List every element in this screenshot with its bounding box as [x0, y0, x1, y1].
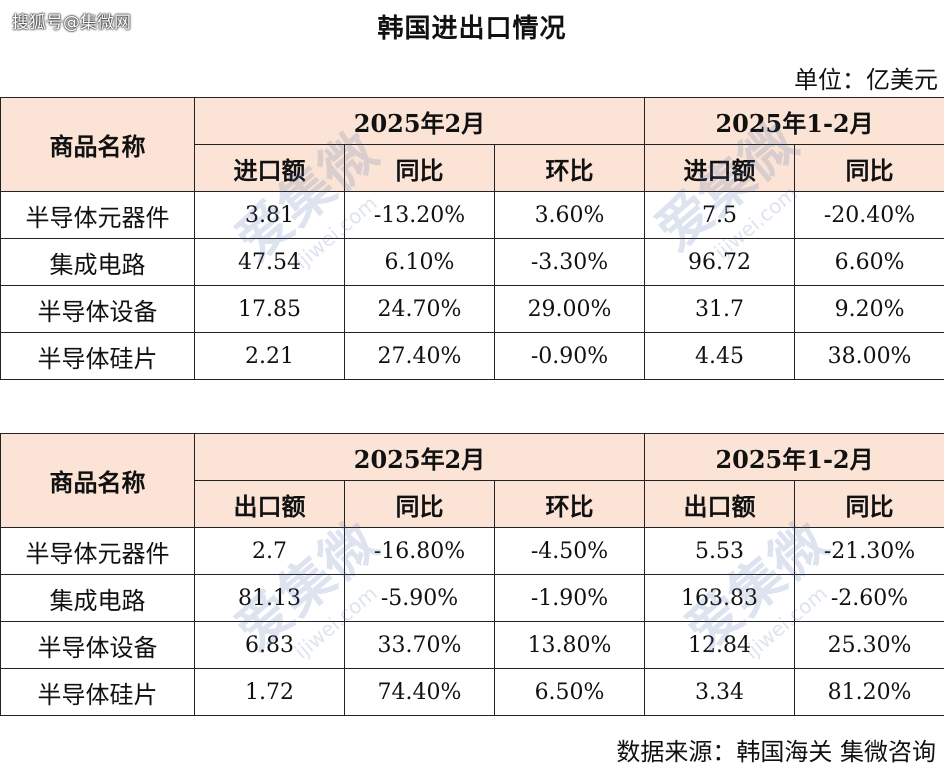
- table-cell: 74.40%: [344, 668, 495, 716]
- row-name: 半导体设备: [0, 621, 195, 669]
- period-header: 2025年2月: [193, 97, 646, 145]
- row-name: 集成电路: [0, 574, 195, 622]
- table-cell: 96.72: [644, 238, 796, 286]
- table-cell: 47.54: [194, 238, 345, 286]
- source-watermark: 搜狐号@集微网: [12, 13, 131, 33]
- column-header: 出口额: [644, 480, 796, 528]
- column-header: 进口额: [194, 144, 345, 192]
- name-header: 商品名称: [0, 433, 195, 528]
- table-cell: -21.30%: [794, 527, 944, 575]
- table-cell: 13.80%: [493, 621, 646, 669]
- table-cell: 6.83: [194, 621, 345, 669]
- export-table: 商品名称 2025年2月 2025年1-2月 出口额 同比 环比 出口额 同比 …: [0, 433, 944, 716]
- table-cell: -16.80%: [344, 527, 495, 575]
- table-cell: 17.85: [194, 285, 345, 333]
- column-header: 环比: [493, 480, 646, 528]
- table-cell: -4.50%: [493, 527, 646, 575]
- header-row-periods: 商品名称 2025年2月 2025年1-2月: [0, 97, 944, 192]
- table-cell: 31.7: [644, 285, 796, 333]
- table-cell: 6.50%: [493, 668, 646, 716]
- column-header: 同比: [794, 480, 944, 528]
- table-cell: 38.00%: [794, 332, 944, 380]
- table-cell: 25.30%: [794, 621, 944, 669]
- table-cell: -3.30%: [493, 238, 646, 286]
- table-cell: 5.53: [644, 527, 796, 575]
- table-cell: -5.90%: [344, 574, 495, 622]
- table-cell: 4.45: [644, 332, 796, 380]
- header-row-columns: 进口额 同比 环比 进口额 同比: [1, 144, 944, 192]
- period-header: 2025年1-2月: [644, 433, 944, 481]
- table-cell: -1.90%: [493, 574, 646, 622]
- data-source-note: 数据来源：韩国海关 集微咨询: [616, 738, 936, 766]
- column-header: 同比: [344, 480, 495, 528]
- table-cell: 9.20%: [794, 285, 944, 333]
- table-cell: 2.7: [194, 527, 345, 575]
- table-cell: -20.40%: [794, 191, 944, 239]
- column-header: 环比: [493, 144, 646, 192]
- table-row: 集成电路 47.54 6.10% -3.30% 96.72 6.60%: [0, 238, 944, 286]
- table-cell: 24.70%: [344, 285, 495, 333]
- table-row: 半导体元器件 2.7 -16.80% -4.50% 5.53 -21.30%: [0, 527, 944, 575]
- header-row-columns: 出口额 同比 环比 出口额 同比: [1, 480, 944, 528]
- column-header: 进口额: [644, 144, 796, 192]
- table-row: 半导体设备 17.85 24.70% 29.00% 31.7 9.20%: [0, 285, 944, 333]
- table-cell: 29.00%: [493, 285, 646, 333]
- table-cell: 1.72: [194, 668, 345, 716]
- row-name: 半导体硅片: [0, 668, 195, 716]
- column-header: 同比: [794, 144, 944, 192]
- period-header: 2025年1-2月: [644, 97, 944, 145]
- table-cell: 3.81: [194, 191, 345, 239]
- table-cell: 2.21: [194, 332, 345, 380]
- name-header: 商品名称: [0, 97, 195, 192]
- table-row: 半导体硅片 2.21 27.40% -0.90% 4.45 38.00%: [0, 332, 944, 380]
- table-cell: 163.83: [644, 574, 796, 622]
- table-cell: 6.10%: [344, 238, 495, 286]
- import-table: 商品名称 2025年2月 2025年1-2月 进口额 同比 环比 进口额 同比 …: [0, 97, 944, 380]
- table-cell: -0.90%: [493, 332, 646, 380]
- table-row: 半导体硅片 1.72 74.40% 6.50% 3.34 81.20%: [0, 668, 944, 716]
- table-cell: 3.34: [644, 668, 796, 716]
- column-header: 出口额: [194, 480, 345, 528]
- table-cell: -2.60%: [794, 574, 944, 622]
- row-name: 半导体元器件: [0, 527, 195, 575]
- table-cell: 3.60%: [493, 191, 646, 239]
- row-name: 半导体元器件: [0, 191, 195, 239]
- table-cell: 81.20%: [794, 668, 944, 716]
- table-cell: 12.84: [644, 621, 796, 669]
- row-name: 半导体硅片: [0, 332, 195, 380]
- page-title: 韩国进出口情况: [377, 14, 567, 44]
- table-cell: 81.13: [194, 574, 345, 622]
- table-row: 集成电路 81.13 -5.90% -1.90% 163.83 -2.60%: [0, 574, 944, 622]
- table-cell: 6.60%: [794, 238, 944, 286]
- table-row: 半导体元器件 3.81 -13.20% 3.60% 7.5 -20.40%: [0, 191, 944, 239]
- period-header: 2025年2月: [193, 433, 646, 481]
- table-cell: -13.20%: [344, 191, 495, 239]
- column-header: 同比: [344, 144, 495, 192]
- table-row: 半导体设备 6.83 33.70% 13.80% 12.84 25.30%: [0, 621, 944, 669]
- header-row-periods: 商品名称 2025年2月 2025年1-2月: [0, 433, 944, 528]
- row-name: 半导体设备: [0, 285, 195, 333]
- unit-label: 单位：亿美元: [794, 66, 938, 94]
- table-cell: 27.40%: [344, 332, 495, 380]
- table-cell: 33.70%: [344, 621, 495, 669]
- table-cell: 7.5: [644, 191, 796, 239]
- row-name: 集成电路: [0, 238, 195, 286]
